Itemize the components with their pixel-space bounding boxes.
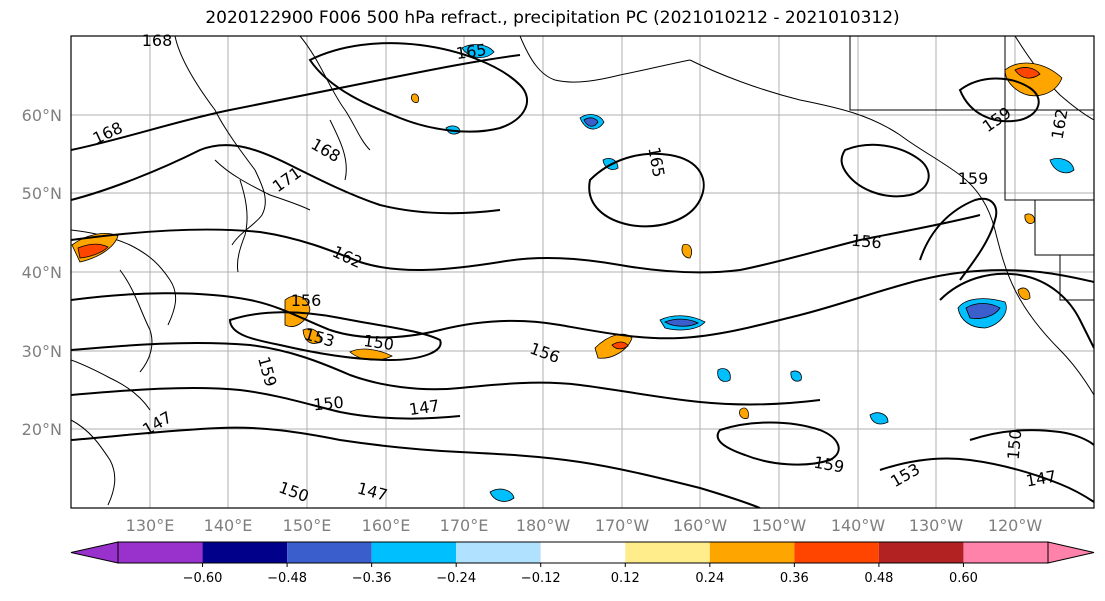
longitude-label: 140°E [204, 516, 253, 535]
colorbar-ticks: −0.60 −0.48 −0.36 −0.24 −0.12 0.12 0.24 0.36 0.4… [183, 563, 978, 586]
colorbar-segment [794, 542, 879, 563]
contour-label: 168 [142, 31, 173, 50]
contour-label: 147 [408, 396, 441, 419]
latitude-label: 40°N [22, 263, 62, 282]
colorbar-segment [118, 542, 203, 563]
colorbar-tick-label: 0.60 [949, 571, 978, 586]
map-border [70, 35, 1095, 509]
longitude-label: 180°W [516, 516, 571, 535]
contour-label: 150 [362, 331, 395, 354]
colorbar-segment [963, 542, 1048, 563]
colorbar-tick-label: −0.48 [267, 571, 307, 586]
colorbar-arrow-right [1047, 541, 1095, 564]
colorbar-tick-label: 0.36 [780, 571, 809, 586]
colorbar-segment [540, 542, 626, 563]
latitude-labels: 60°N 50°N 40°N 30°N 20°N [22, 106, 62, 439]
contour-label: 156 [850, 231, 882, 253]
colorbar-segment [709, 542, 795, 563]
colorbar-frame [117, 541, 1049, 564]
longitude-label: 170°E [440, 516, 489, 535]
contour-label: 150 [1004, 428, 1026, 460]
longitude-label: 120°W [988, 516, 1043, 535]
colorbar-segment [287, 542, 372, 563]
colorbar-segment [878, 542, 964, 563]
longitude-labels: 130°E 140°E 150°E 160°E 170°E 180°W 170°W 160°W… [126, 516, 1043, 535]
colorbar [70, 541, 1095, 564]
latitude-label: 30°N [22, 342, 62, 361]
longitude-label: 130°W [909, 516, 964, 535]
contour-label: 156 [291, 291, 322, 310]
longitude-label: 140°W [831, 516, 886, 535]
colorbar-tick-label: −0.12 [521, 571, 561, 586]
colorbar-tick-label: −0.24 [436, 571, 476, 586]
longitude-label: 130°E [126, 516, 175, 535]
longitude-label: 160°W [673, 516, 728, 535]
longitude-label: 150°E [283, 516, 332, 535]
colorbar-tick-label: 0.48 [864, 571, 893, 586]
colorbar-tick-label: 0.24 [695, 571, 724, 586]
colorbar-segment [202, 542, 288, 563]
longitude-label: 160°E [362, 516, 411, 535]
colorbar-tick-label: −0.36 [352, 571, 392, 586]
latitude-label: 20°N [22, 420, 62, 439]
map-title: 2020122900 F006 500 hPa refract., precip… [205, 8, 900, 28]
contour-label: 150 [312, 393, 344, 415]
latitude-label: 50°N [22, 184, 62, 203]
contour-label: 165 [455, 40, 488, 63]
refractivity-contours [71, 42, 1094, 508]
colorbar-tick-label: −0.60 [183, 571, 223, 586]
colorbar-arrow-left [70, 541, 119, 564]
coastlines [71, 36, 1094, 506]
longitude-label: 170°W [595, 516, 650, 535]
colorbar-segment [371, 542, 457, 563]
colorbar-segment [625, 542, 710, 563]
colorbar-segment [456, 542, 541, 563]
contour-label: 159 [958, 169, 989, 188]
latitude-label: 60°N [22, 106, 62, 125]
colorbar-tick-label: 0.12 [611, 571, 640, 586]
political-borders [849, 36, 1094, 301]
longitude-label: 150°W [752, 516, 807, 535]
